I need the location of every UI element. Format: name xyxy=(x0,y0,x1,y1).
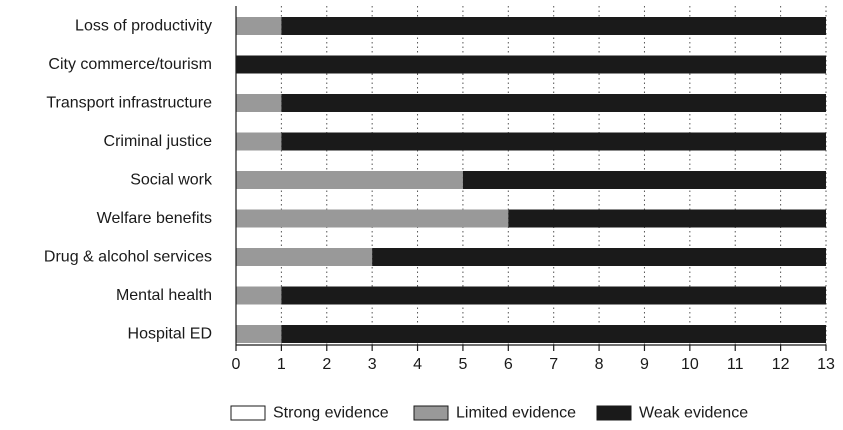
x-tick-label: 5 xyxy=(458,356,467,373)
legend-label-weak-evidence: Weak evidence xyxy=(639,405,748,422)
legend-swatch-weak-evidence xyxy=(596,405,632,421)
category-label: Social work xyxy=(130,172,213,189)
category-labels: Loss of productivity City commerce/touris… xyxy=(44,18,213,343)
category-label: Mental health xyxy=(116,287,212,304)
category-label: City commerce/tourism xyxy=(48,56,212,73)
category-label: Loss of productivity xyxy=(75,18,212,35)
bar-segment-limited-evidence xyxy=(236,17,282,35)
bar-segment-limited-evidence xyxy=(236,171,463,189)
category-label: Criminal justice xyxy=(104,133,213,150)
bar-segment-weak-evidence xyxy=(281,132,826,151)
bar-segment-weak-evidence xyxy=(281,17,826,35)
x-tick-label: 8 xyxy=(595,356,604,373)
x-tick-label: 1 xyxy=(277,356,286,373)
x-tick-label: 6 xyxy=(504,356,513,373)
bar-segment-weak-evidence xyxy=(281,325,826,343)
bars xyxy=(236,17,826,343)
category-label: Welfare benefits xyxy=(97,210,212,227)
bar-segment-limited-evidence xyxy=(236,325,282,343)
x-tick-label: 4 xyxy=(413,356,422,373)
legend-swatch-strong-evidence xyxy=(230,405,266,421)
bar-segment-limited-evidence xyxy=(236,248,373,266)
category-label: Drug & alcohol services xyxy=(44,249,212,266)
x-tick-label: 2 xyxy=(322,356,331,373)
bar-segment-limited-evidence xyxy=(236,94,282,112)
x-tick-label: 3 xyxy=(368,356,377,373)
x-tick-label: 9 xyxy=(640,356,649,373)
legend-label-limited-evidence: Limited evidence xyxy=(456,405,576,422)
bar-segment-weak-evidence xyxy=(281,94,826,112)
x-axis: 0 1 2 3 4 5 6 7 8 9 10 11 12 13 xyxy=(232,6,835,373)
bar-segment-weak-evidence xyxy=(508,209,826,228)
bar-segment-weak-evidence xyxy=(281,286,826,305)
x-tick-label: 10 xyxy=(681,356,699,373)
legend: Strong evidence Limited evidence Weak evid… xyxy=(230,405,748,422)
x-tick-label: 13 xyxy=(817,356,835,373)
bar-segment-weak-evidence xyxy=(236,55,826,74)
legend-swatch-limited-evidence xyxy=(413,405,449,421)
bar-segment-limited-evidence xyxy=(236,132,282,151)
x-tick-label: 7 xyxy=(549,356,558,373)
category-label: Hospital ED xyxy=(128,326,212,343)
x-tick-label: 0 xyxy=(232,356,241,373)
x-tick-label: 11 xyxy=(727,356,744,373)
legend-label-strong-evidence: Strong evidence xyxy=(273,405,389,422)
category-label: Transport infrastructure xyxy=(46,95,212,112)
bar-segment-limited-evidence xyxy=(236,286,282,305)
bar-segment-weak-evidence xyxy=(372,248,826,266)
bar-segment-limited-evidence xyxy=(236,209,509,228)
bar-segment-weak-evidence xyxy=(462,171,826,189)
x-tick-label: 12 xyxy=(772,356,790,373)
